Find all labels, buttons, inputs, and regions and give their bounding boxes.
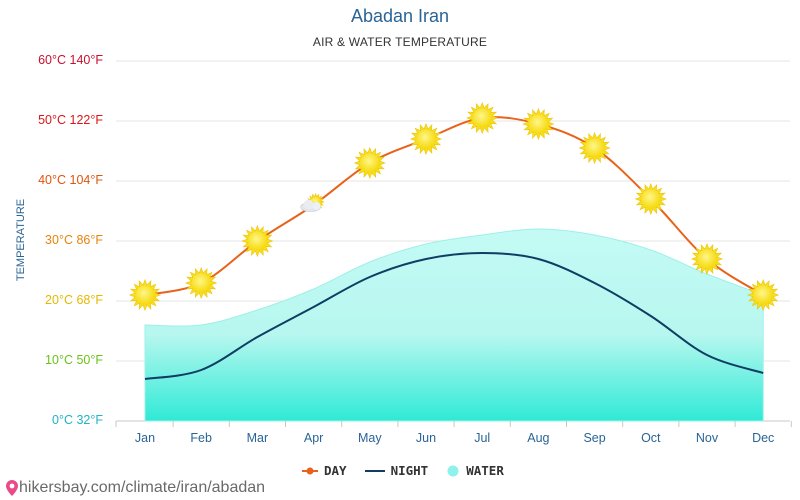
- legend-water-label: WATER: [466, 463, 504, 478]
- x-tick-label: Jan: [134, 431, 156, 445]
- sun-icon: [690, 242, 724, 276]
- legend-night[interactable]: NIGHT: [364, 463, 429, 478]
- sun-icon: [353, 146, 386, 180]
- y-tick-label: 0°C 32°F: [52, 413, 103, 427]
- chart-title: Abadan Iran: [350, 6, 450, 26]
- night-line: [144, 251, 764, 380]
- x-tick-label: Jul: [474, 431, 491, 445]
- legend-water[interactable]: WATER: [446, 463, 504, 478]
- night-legend-icon: [364, 469, 385, 472]
- legend: DAY NIGHT WATER: [302, 463, 522, 478]
- day-legend-icon: [302, 467, 318, 474]
- x-tick-label: Nov: [695, 431, 719, 445]
- y-tick-label: 20°C 68°F: [45, 293, 103, 307]
- y-tick-label: 40°C 104°F: [38, 173, 103, 187]
- partly-cloudy-icon: [300, 192, 325, 212]
- x-tick-label: Dec: [752, 431, 775, 445]
- sun-icon: [409, 122, 443, 156]
- source-text: hikersbay.com/climate/iran/abadan: [19, 479, 266, 496]
- x-tick-label: Aug: [527, 431, 550, 445]
- y-tick-label: 50°C 122°F: [38, 113, 103, 127]
- day-icons: [128, 101, 780, 312]
- legend-day[interactable]: DAY: [302, 463, 347, 478]
- x-tick-label: Sep: [583, 431, 606, 445]
- x-tick-label: Jun: [415, 431, 437, 445]
- x-tick-label: May: [357, 431, 382, 445]
- sun-icon: [128, 278, 162, 312]
- source-link[interactable]: hikersbay.com/climate/iran/abadan: [6, 479, 265, 497]
- sun-icon: [747, 278, 780, 312]
- location-pin-icon: [6, 480, 18, 496]
- y-tick-label: 10°C 50°F: [45, 353, 103, 367]
- sun-icon: [578, 131, 611, 165]
- x-tick-label: Feb: [190, 431, 212, 445]
- x-axis-ticks: [115, 421, 792, 427]
- sun-icon: [466, 101, 499, 135]
- sun-icon: [634, 182, 667, 216]
- sun-icon: [185, 266, 218, 300]
- legend-night-label: NIGHT: [390, 463, 429, 478]
- x-tick-label: Apr: [303, 431, 324, 445]
- y-tick-label: 30°C 86°F: [45, 233, 103, 247]
- x-tick-label: Mar: [246, 431, 269, 445]
- water-legend-icon: [447, 465, 459, 476]
- legend-day-label: DAY: [324, 463, 347, 478]
- sun-icon: [522, 107, 555, 141]
- water-area: [144, 228, 764, 422]
- sun-icon: [241, 224, 274, 258]
- y-tick-label: 60°C 140°F: [38, 53, 103, 67]
- x-tick-label: Oct: [641, 431, 661, 445]
- chart-subtitle: AIR & WATER TEMPERATURE: [312, 35, 488, 49]
